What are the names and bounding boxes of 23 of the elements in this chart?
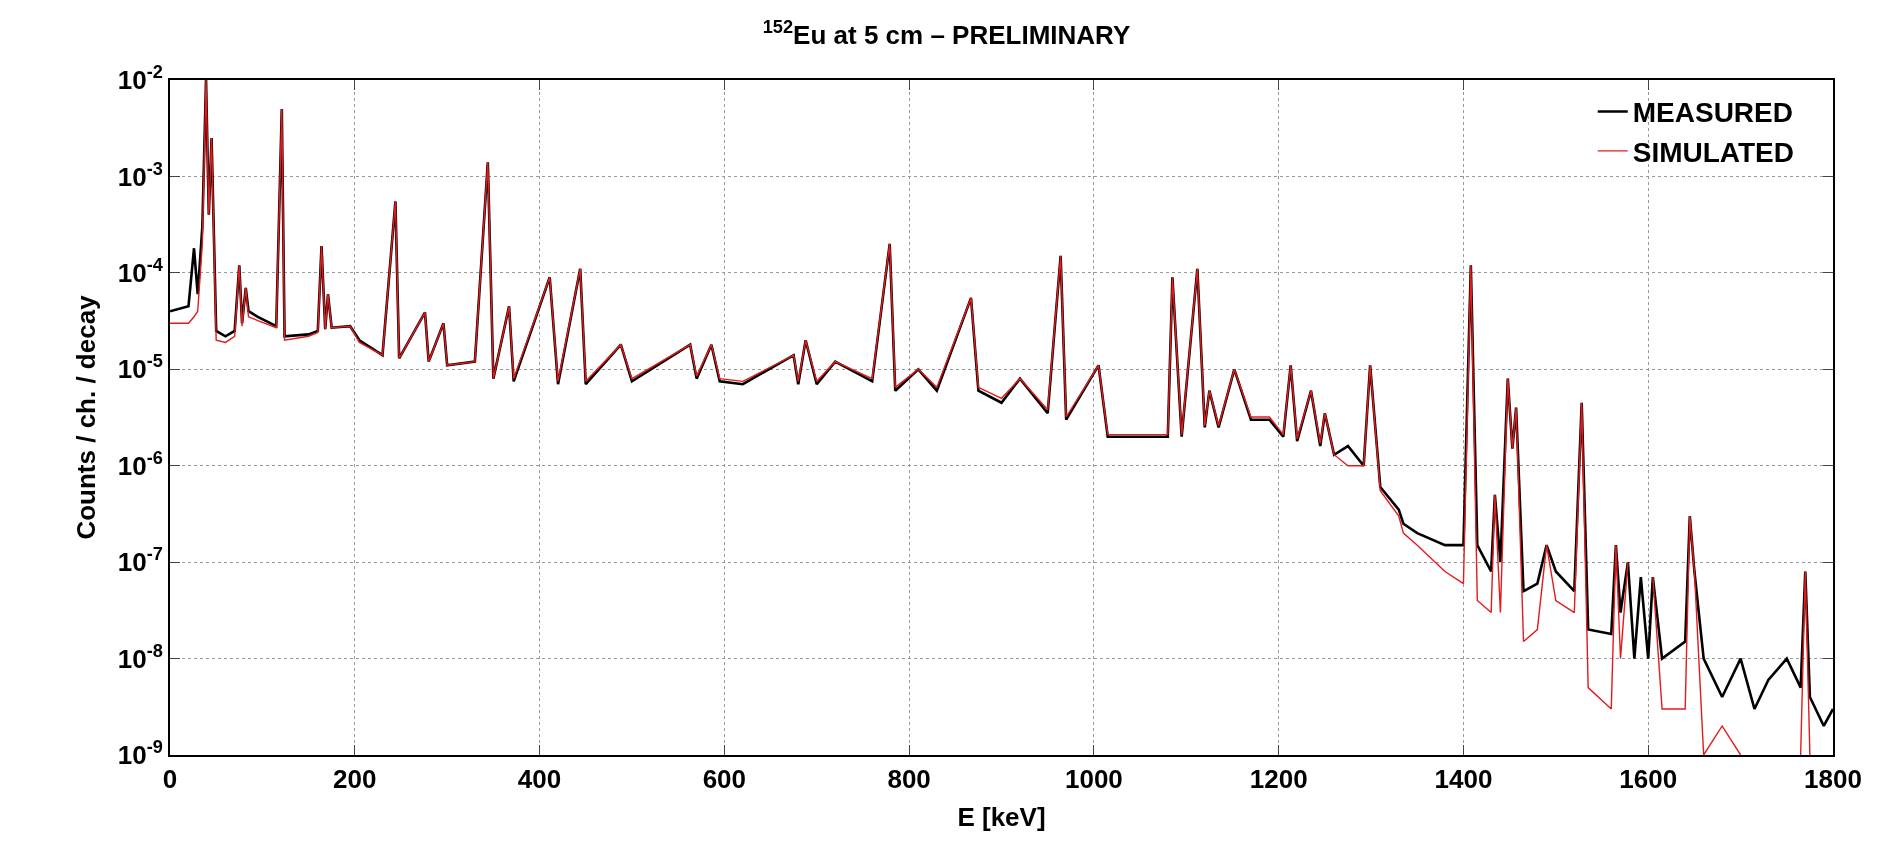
x-tick-label: 200 xyxy=(333,764,377,795)
x-tick-label: 1200 xyxy=(1249,764,1308,795)
y-tick-label: 10$^{-6}$ xyxy=(117,447,163,481)
legend-label: MEASURED xyxy=(1632,97,1793,129)
x-tick-label: 1000 xyxy=(1064,764,1123,795)
x-tick-label: 1400 xyxy=(1434,764,1493,795)
x-tick-label: 400 xyxy=(517,764,562,795)
y-tick-label: 10$^{-5}$ xyxy=(117,351,163,385)
y-tick-label: 10$^{-9}$ xyxy=(117,737,163,771)
x-tick-label: 600 xyxy=(702,764,747,795)
x-axis-title: E [keV] xyxy=(957,802,1046,833)
y-tick-label: 10$^{-7}$ xyxy=(117,544,163,578)
y-tick-label: 10$^{-8}$ xyxy=(117,640,163,674)
legend-label: SIMULATED xyxy=(1632,136,1794,168)
chart-title: $^{152}$Eu at 5 cm – PRELIMINARY xyxy=(762,17,1131,51)
x-tick-label: 1600 xyxy=(1619,764,1678,795)
x-tick-label: 1800 xyxy=(1804,764,1862,795)
y-tick-label: 10$^{-4}$ xyxy=(117,255,164,288)
x-tick-label: 0 xyxy=(162,764,178,795)
y-axis-title: Counts / ch. / decay xyxy=(70,294,101,540)
y-tick-label: 10$^{-3}$ xyxy=(117,158,163,192)
x-tick-label: 800 xyxy=(887,764,931,795)
y-tick-label: 10$^{-2}$ xyxy=(117,62,163,96)
